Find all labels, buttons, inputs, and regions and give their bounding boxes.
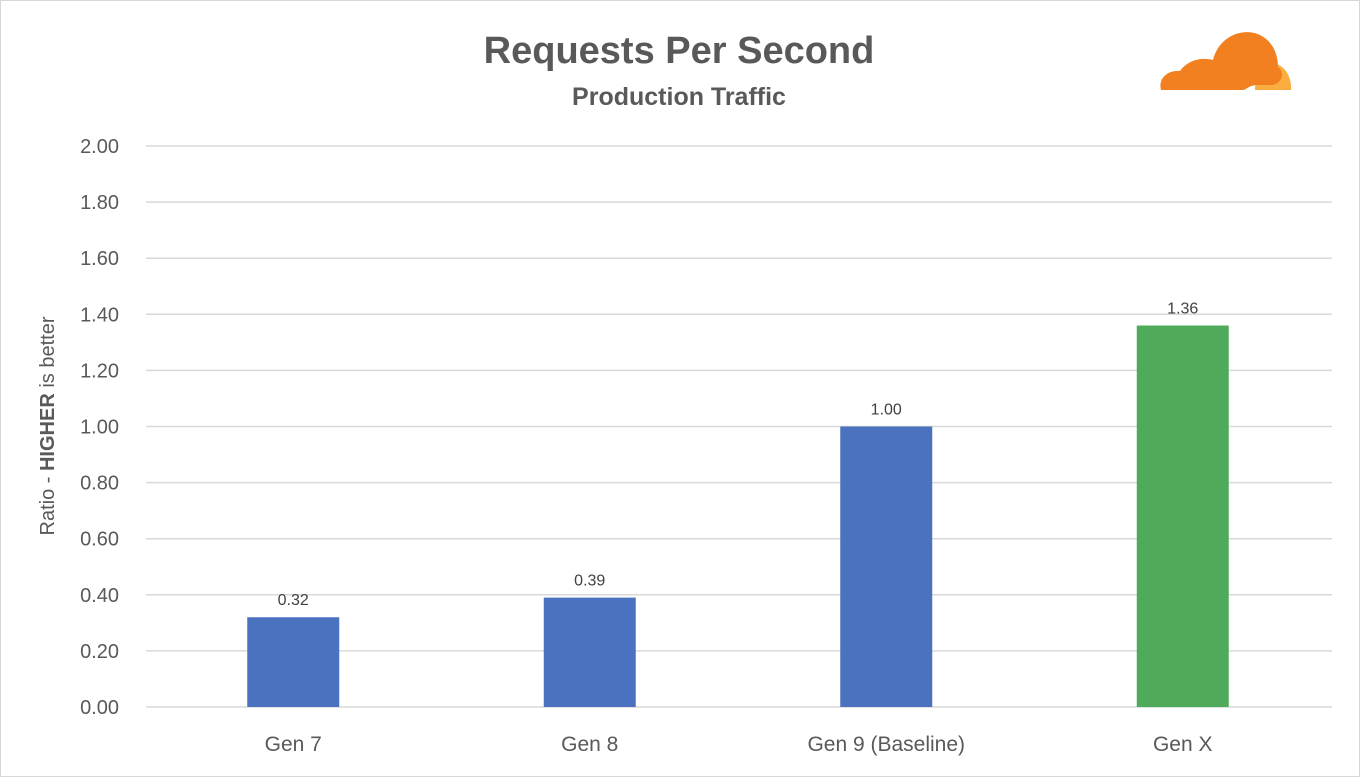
gridlines	[146, 145, 1332, 708]
bar	[1136, 325, 1229, 707]
data-label: 0.39	[574, 573, 605, 590]
chart-title: Requests Per Second	[484, 30, 875, 72]
y-tick-label: 1.20	[80, 360, 119, 382]
bar	[543, 597, 636, 707]
y-tick-label: 1.60	[80, 248, 119, 270]
data-label: 1.00	[871, 402, 902, 419]
data-labels: 0.32 0.39 1.00 1.36	[278, 301, 1199, 610]
y-tick-label: 1.40	[80, 304, 119, 326]
y-axis-label-suffix: is better	[37, 316, 59, 393]
y-tick-label: 0.40	[80, 585, 119, 607]
bars	[247, 325, 1229, 707]
bar	[840, 426, 933, 707]
x-axis-ticks: Gen 7 Gen 8 Gen 9 (Baseline) Gen X	[265, 733, 1213, 756]
data-label: 1.36	[1167, 301, 1198, 318]
x-tick-label: Gen 7	[265, 733, 322, 756]
y-tick-label: 1.80	[80, 192, 119, 214]
y-tick-label: 0.20	[80, 641, 119, 663]
y-axis-label-emphasis: HIGHER	[37, 393, 59, 471]
x-tick-label: Gen 8	[561, 733, 618, 756]
y-tick-label: 0.80	[80, 473, 119, 495]
cloud-logo-icon	[1160, 32, 1292, 90]
bar	[247, 617, 340, 707]
y-tick-label: 0.00	[80, 697, 119, 719]
y-tick-label: 1.00	[80, 417, 119, 439]
y-axis-label-prefix: Ratio -	[37, 471, 59, 535]
chart-subtitle: Production Traffic	[572, 83, 786, 111]
x-tick-label: Gen X	[1153, 733, 1213, 756]
y-axis-ticks: 0.00 0.20 0.40 0.60 0.80 1.00 1.20 1.40 1.60 1.80…	[80, 136, 119, 719]
y-axis-label: Ratio - HIGHER is better	[37, 316, 59, 535]
y-tick-label: 2.00	[80, 136, 119, 158]
cloud-logo-main-icon	[1160, 32, 1283, 90]
data-label: 0.32	[278, 592, 309, 609]
x-tick-label: Gen 9 (Baseline)	[807, 733, 965, 756]
y-tick-label: 0.60	[80, 529, 119, 551]
